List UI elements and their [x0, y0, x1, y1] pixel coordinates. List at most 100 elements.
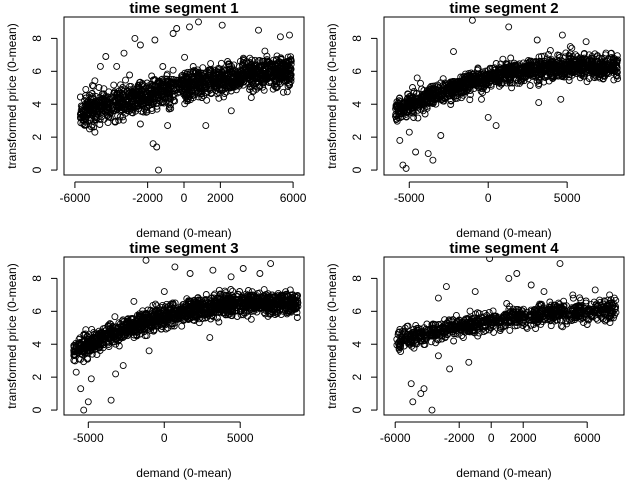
- data-point: [409, 84, 416, 91]
- data-point: [184, 306, 192, 314]
- data-point: [153, 143, 161, 151]
- data-point: [265, 79, 273, 86]
- data-point: [111, 117, 119, 125]
- data-point: [449, 78, 457, 86]
- data-point: [96, 62, 104, 70]
- data-point: [423, 87, 431, 94]
- data-point: [145, 347, 153, 355]
- data-point: [228, 79, 236, 87]
- data-point: [145, 321, 153, 329]
- data-point: [533, 36, 541, 44]
- y-tick-label: 2: [350, 133, 364, 140]
- data-point: [128, 92, 136, 100]
- data-point: [414, 106, 422, 114]
- x-tick-label: 5000: [227, 431, 254, 445]
- y-tick-label: 8: [350, 35, 364, 42]
- data-point: [402, 164, 410, 172]
- data-point: [192, 313, 200, 321]
- data-point: [186, 270, 194, 277]
- data-point: [207, 60, 215, 68]
- data-point: [215, 94, 223, 102]
- data-point: [90, 333, 98, 341]
- data-point: [163, 88, 171, 96]
- data-point: [182, 91, 190, 99]
- data-point: [105, 95, 113, 103]
- data-point: [481, 72, 489, 80]
- y-tick-label: 0: [30, 166, 44, 173]
- data-point: [140, 102, 147, 110]
- plot-frame: [63, 256, 305, 416]
- data-point: [207, 89, 215, 97]
- data-point: [100, 95, 108, 103]
- data-point: [227, 107, 235, 115]
- data-point: [282, 290, 290, 298]
- data-point: [573, 70, 580, 78]
- data-point: [93, 99, 101, 107]
- data-point: [264, 297, 272, 304]
- data-point: [517, 306, 525, 314]
- data-point: [170, 90, 178, 98]
- data-point: [107, 396, 115, 404]
- data-point: [258, 299, 265, 307]
- data-point: [163, 72, 171, 80]
- data-point: [151, 36, 159, 44]
- data-point: [87, 375, 95, 383]
- data-point: [518, 74, 526, 82]
- y-tick-label: 4: [350, 101, 364, 108]
- data-point: [284, 60, 292, 68]
- data-point: [573, 53, 581, 61]
- data-point: [81, 336, 89, 344]
- data-point: [100, 85, 108, 93]
- data-point: [498, 71, 506, 79]
- data-point: [91, 128, 99, 136]
- data-point: [218, 304, 226, 312]
- data-point: [120, 325, 127, 333]
- data-point: [80, 331, 88, 339]
- data-point: [486, 65, 494, 73]
- data-point: [240, 57, 248, 64]
- data-point: [131, 34, 139, 42]
- data-point: [219, 86, 227, 94]
- data-point: [463, 72, 471, 80]
- data-point: [119, 98, 127, 106]
- data-point: [139, 314, 146, 322]
- data-point: [125, 107, 133, 115]
- y-axis-label: transformed price (0-mean): [325, 23, 339, 168]
- y-tick-label: 6: [30, 308, 44, 315]
- data-point: [229, 83, 237, 91]
- data-point: [250, 302, 258, 310]
- data-point: [244, 287, 252, 294]
- data-point: [196, 84, 204, 92]
- data-point: [119, 116, 127, 124]
- data-point: [80, 406, 88, 414]
- data-point: [532, 325, 540, 333]
- x-axis-label: demand (0-mean): [136, 466, 231, 480]
- data-point: [153, 102, 161, 110]
- data-point: [115, 342, 123, 350]
- data-point: [412, 148, 420, 156]
- data-point: [172, 315, 180, 323]
- data-point: [447, 97, 455, 105]
- data-point: [90, 123, 98, 131]
- data-point: [424, 150, 432, 158]
- data-point: [260, 309, 268, 316]
- data-point: [407, 98, 415, 106]
- data-point: [293, 304, 301, 312]
- data-point: [99, 344, 107, 352]
- data-point: [162, 98, 170, 106]
- data-point: [172, 85, 180, 93]
- data-point: [410, 114, 418, 121]
- data-point: [111, 313, 119, 321]
- data-point: [103, 329, 111, 337]
- data-point: [166, 98, 174, 106]
- data-point: [205, 75, 212, 83]
- data-point: [148, 107, 156, 115]
- data-point: [195, 18, 202, 26]
- panel-4: time segment 4-6000 -2000 0 2000 6000demand …: [325, 240, 625, 480]
- data-point: [181, 53, 189, 61]
- data-point: [161, 317, 169, 324]
- data-point: [569, 52, 577, 60]
- data-point: [141, 312, 149, 320]
- data-point: [239, 265, 247, 272]
